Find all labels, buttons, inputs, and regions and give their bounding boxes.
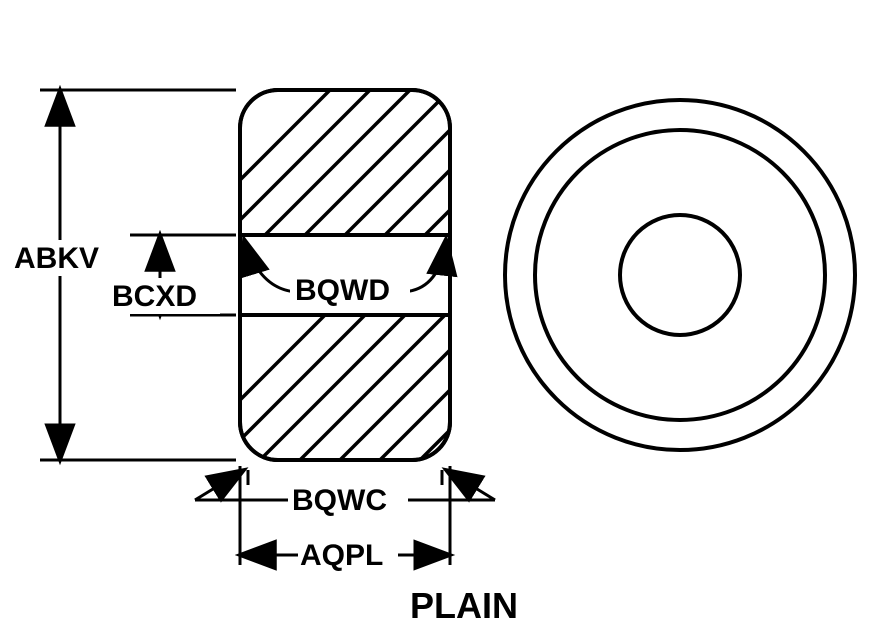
label-aqpl: AQPL <box>300 539 383 572</box>
label-bcxd: BCXD <box>112 280 197 313</box>
label-abkv: ABKV <box>14 242 99 275</box>
diagram-title: PLAIN <box>410 585 518 626</box>
end-view <box>505 100 855 450</box>
label-bqwd: BQWD <box>295 274 390 307</box>
dim-abkv: ABKV <box>12 90 236 460</box>
dim-aqpl: AQPL <box>240 466 450 572</box>
label-bqwc: BQWC <box>292 484 387 517</box>
roller-diagram: ABKV BCXD BQWD BQWC AQPL <box>0 0 877 641</box>
dim-bcxd: BCXD <box>110 235 236 315</box>
